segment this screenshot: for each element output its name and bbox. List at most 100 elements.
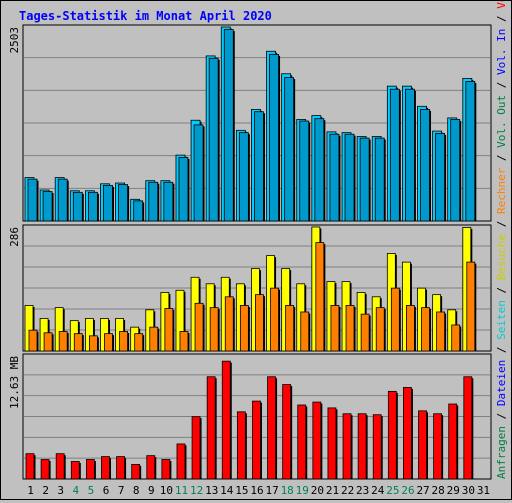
x-tick-label-11: 11 xyxy=(175,484,188,497)
x-tick-label-3: 3 xyxy=(57,484,64,497)
x-tick-label-15: 15 xyxy=(235,484,248,497)
bar-rechner-4 xyxy=(73,333,83,352)
x-tick-label-12: 12 xyxy=(190,484,203,497)
bar-dateien-19 xyxy=(299,120,310,222)
bar-volumen-29 xyxy=(448,403,458,480)
bar-rechner-7 xyxy=(119,331,128,352)
legend-item: Volumen xyxy=(495,1,508,9)
x-tick-label-23: 23 xyxy=(356,484,369,497)
bar-dateien-11 xyxy=(178,157,189,222)
x-tick-label-24: 24 xyxy=(371,484,385,497)
bar-volumen-13 xyxy=(206,376,216,480)
x-tick-label-2: 2 xyxy=(42,484,49,497)
bar-dateien-2 xyxy=(42,191,53,222)
bar-dateien-12 xyxy=(193,124,204,222)
x-tick-label-5: 5 xyxy=(88,484,95,497)
x-tick-label-29: 29 xyxy=(447,484,460,497)
bar-rechner-6 xyxy=(104,333,113,352)
bar-rechner-9 xyxy=(149,326,159,352)
bar-volumen-9 xyxy=(146,455,156,480)
bar-rechner-19 xyxy=(300,311,310,352)
bar-dateien-24 xyxy=(374,137,385,222)
bar-rechner-29 xyxy=(451,324,461,352)
bar-volumen-20 xyxy=(312,401,322,480)
bar-volumen-16 xyxy=(252,400,261,480)
bar-rechner-26 xyxy=(406,305,415,352)
bar-dateien-20 xyxy=(314,118,325,222)
bar-dateien-21 xyxy=(329,133,340,222)
legend-item: / xyxy=(495,148,508,168)
y-max-label-visits: 286 xyxy=(8,227,21,247)
legend-item: Dateien xyxy=(495,360,508,406)
x-tick-label-7: 7 xyxy=(118,484,125,497)
bar-dateien-9 xyxy=(148,181,159,222)
bar-dateien-28 xyxy=(435,133,446,222)
bar-rechner-24 xyxy=(375,307,385,352)
x-tick-label-25: 25 xyxy=(386,484,399,497)
bar-dateien-1 xyxy=(27,178,38,222)
bar-dateien-13 xyxy=(208,57,219,222)
bar-volumen-24 xyxy=(372,414,382,480)
x-tick-label-26: 26 xyxy=(401,484,414,497)
x-tick-label-9: 9 xyxy=(148,484,155,497)
bar-rechner-28 xyxy=(436,311,446,352)
bar-rechner-22 xyxy=(345,305,355,352)
x-tick-label-8: 8 xyxy=(133,484,140,497)
bar-dateien-26 xyxy=(405,88,415,222)
bar-volumen-14 xyxy=(221,360,231,480)
x-tick-label-30: 30 xyxy=(462,484,475,497)
bar-dateien-18 xyxy=(284,77,295,222)
bar-volumen-30 xyxy=(463,376,473,480)
bar-dateien-17 xyxy=(269,53,279,222)
bar-rechner-20 xyxy=(315,242,325,352)
bar-rechner-14 xyxy=(224,296,234,352)
bar-rechner-15 xyxy=(239,305,249,352)
bar-rechner-18 xyxy=(285,305,295,352)
legend-item: / xyxy=(495,280,508,300)
bar-rechner-13 xyxy=(209,307,219,352)
bar-volumen-4 xyxy=(70,461,80,480)
bar-volumen-11 xyxy=(176,443,186,480)
x-tick-label-10: 10 xyxy=(160,484,173,497)
bar-rechner-30 xyxy=(466,261,476,352)
bar-dateien-23 xyxy=(359,137,370,222)
bar-volumen-15 xyxy=(236,411,246,480)
bar-rechner-27 xyxy=(421,307,430,352)
bar-dateien-8 xyxy=(133,200,144,222)
bar-dateien-29 xyxy=(450,119,461,222)
y-max-label-volume: 12.63 MB xyxy=(8,356,21,409)
x-tick-label-28: 28 xyxy=(432,484,445,497)
bar-volumen-17 xyxy=(267,376,276,480)
bar-dateien-15 xyxy=(238,132,249,222)
legend-item: / xyxy=(495,340,508,360)
x-tick-label-6: 6 xyxy=(103,484,110,497)
bar-volumen-1 xyxy=(25,453,35,480)
bar-volumen-25 xyxy=(387,390,397,480)
bar-volumen-5 xyxy=(85,459,95,480)
legend-item: Rechner xyxy=(495,167,508,214)
bar-volumen-28 xyxy=(433,413,443,480)
bar-volumen-21 xyxy=(327,407,337,480)
legend-item: / xyxy=(495,214,508,234)
bar-rechner-25 xyxy=(390,287,400,352)
bar-rechner-23 xyxy=(360,313,370,352)
x-tick-label-18: 18 xyxy=(281,484,294,497)
bar-volumen-22 xyxy=(342,413,352,480)
x-tick-label-4: 4 xyxy=(73,484,80,497)
legend-item: Vol. In xyxy=(495,29,508,75)
x-tick-label-21: 21 xyxy=(326,484,339,497)
bar-dateien-10 xyxy=(163,181,174,222)
bar-rechner-12 xyxy=(194,302,204,352)
x-tick-label-19: 19 xyxy=(296,484,309,497)
bar-dateien-5 xyxy=(87,191,98,222)
bar-volumen-6 xyxy=(101,456,110,480)
legend-item: / xyxy=(495,9,508,29)
bar-volumen-23 xyxy=(357,413,367,480)
bar-dateien-25 xyxy=(389,88,400,222)
bar-volumen-26 xyxy=(403,387,412,480)
bar-volumen-8 xyxy=(131,463,141,480)
bar-dateien-7 xyxy=(118,184,128,222)
bar-volumen-7 xyxy=(116,456,125,480)
